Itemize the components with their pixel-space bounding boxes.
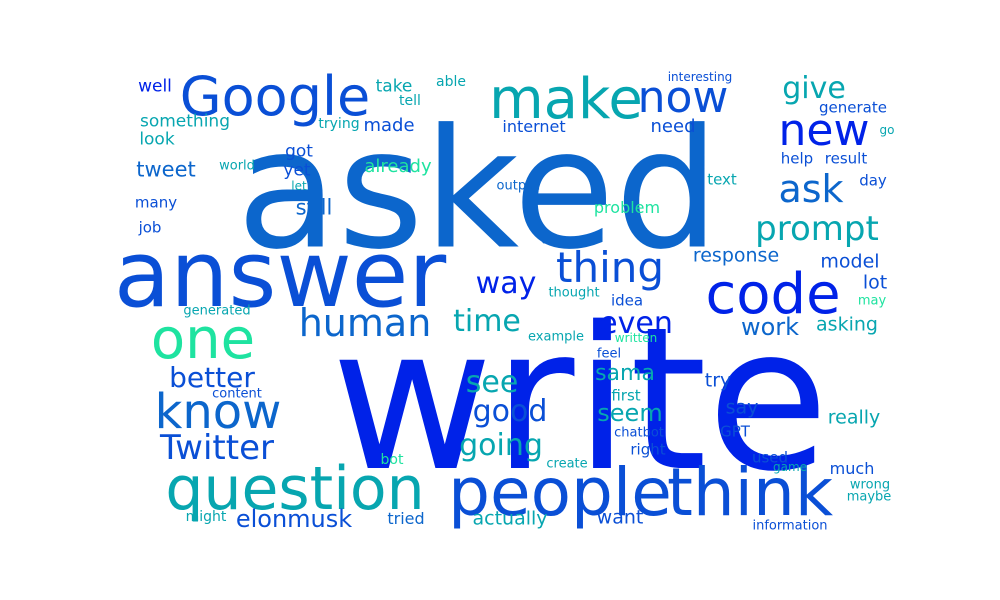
word-asked: asked xyxy=(236,93,720,286)
word-wrong: wrong xyxy=(849,477,891,493)
word-able: able xyxy=(436,74,466,90)
word-right: right xyxy=(630,440,666,459)
word-content: content xyxy=(212,386,262,402)
word-interesting: interesting xyxy=(667,70,733,84)
word-think: think xyxy=(666,454,834,531)
word-idea: idea xyxy=(610,291,644,310)
word-now: now xyxy=(637,72,729,123)
word-asking: asking xyxy=(816,313,878,336)
word-trying: trying xyxy=(318,116,360,132)
word-going: going xyxy=(459,428,543,463)
word-actually: actually xyxy=(472,507,548,530)
word-go: go xyxy=(879,123,895,137)
word-made: made xyxy=(363,115,415,136)
word-job: job xyxy=(138,218,162,237)
word-want: want xyxy=(596,506,644,529)
word-twitter: Twitter xyxy=(160,428,274,468)
word-time: time xyxy=(453,304,521,339)
word-might: might xyxy=(185,509,227,525)
word-make: make xyxy=(489,67,643,132)
word-day: day xyxy=(859,171,887,190)
word-look: look xyxy=(139,129,175,150)
word-still: still xyxy=(295,195,333,220)
word-question: question xyxy=(165,454,425,524)
word-sama: sama xyxy=(595,361,655,386)
word-internet: internet xyxy=(502,117,566,136)
word-game: game xyxy=(772,460,808,474)
word-know: know xyxy=(154,384,282,440)
word-take: take xyxy=(375,76,413,97)
word-written: written xyxy=(614,331,658,345)
word-people: people xyxy=(448,454,672,531)
word-may: may xyxy=(857,293,887,309)
word-answer: answer xyxy=(113,221,447,328)
word-well: well xyxy=(138,76,172,97)
word-way: way xyxy=(475,266,537,301)
word-let: let xyxy=(291,179,307,193)
word-generated: generated xyxy=(183,303,251,319)
word-many: many xyxy=(134,193,178,212)
word-even: even xyxy=(599,306,673,341)
word-feel: feel xyxy=(596,346,622,362)
word-prompt: prompt xyxy=(755,209,879,249)
word-bot: bot xyxy=(380,452,404,468)
word-lot: lot xyxy=(862,271,888,294)
word-yet: yet xyxy=(283,160,311,181)
word-try: try xyxy=(704,369,732,392)
word-say: say xyxy=(725,396,759,419)
word-code: code xyxy=(705,262,841,327)
word-tried: tried xyxy=(387,509,425,528)
word-result: result xyxy=(824,149,868,168)
word-gpt: GPT xyxy=(720,422,750,441)
word-world: world xyxy=(219,158,255,174)
word-first: first xyxy=(611,386,641,405)
word-really: really xyxy=(827,406,881,429)
word-chatbot: chatbot xyxy=(614,425,664,441)
word-google: Google xyxy=(179,65,371,128)
word-thing: thing xyxy=(555,243,665,292)
word-give: give xyxy=(782,71,846,106)
word-see: see xyxy=(465,365,519,400)
word-help: help xyxy=(780,149,814,168)
word-generate: generate xyxy=(819,98,887,117)
word-got: got xyxy=(285,141,313,162)
word-ask: ask xyxy=(778,167,844,211)
word-seem: seem xyxy=(597,399,663,427)
word-example: example xyxy=(528,329,584,345)
word-problem: problem xyxy=(593,198,661,217)
word-much: much xyxy=(829,459,875,478)
word-human: human xyxy=(298,301,432,345)
word-text: text xyxy=(707,170,737,189)
word-output: output xyxy=(496,178,540,194)
word-maybe: maybe xyxy=(846,489,892,505)
word-model: model xyxy=(820,250,880,273)
word-something: something xyxy=(139,111,231,132)
word-good: good xyxy=(472,394,548,429)
word-u: u xyxy=(540,232,550,248)
word-better: better xyxy=(169,361,255,394)
word-used: used xyxy=(751,448,789,467)
word-already: already xyxy=(364,156,432,177)
word-one: one xyxy=(150,307,256,372)
word-thought: thought xyxy=(548,285,600,301)
word-new: new xyxy=(778,105,870,156)
word-write: write xyxy=(331,284,829,515)
word-create: create xyxy=(546,456,588,472)
word-need: need xyxy=(650,116,696,137)
word-response: response xyxy=(692,244,780,267)
word-information: information xyxy=(752,518,828,534)
word-tweet: tweet xyxy=(136,157,196,182)
word-tell: tell xyxy=(399,93,421,109)
word-work: work xyxy=(740,313,800,341)
word-elonmusk: elonmusk xyxy=(235,505,353,533)
